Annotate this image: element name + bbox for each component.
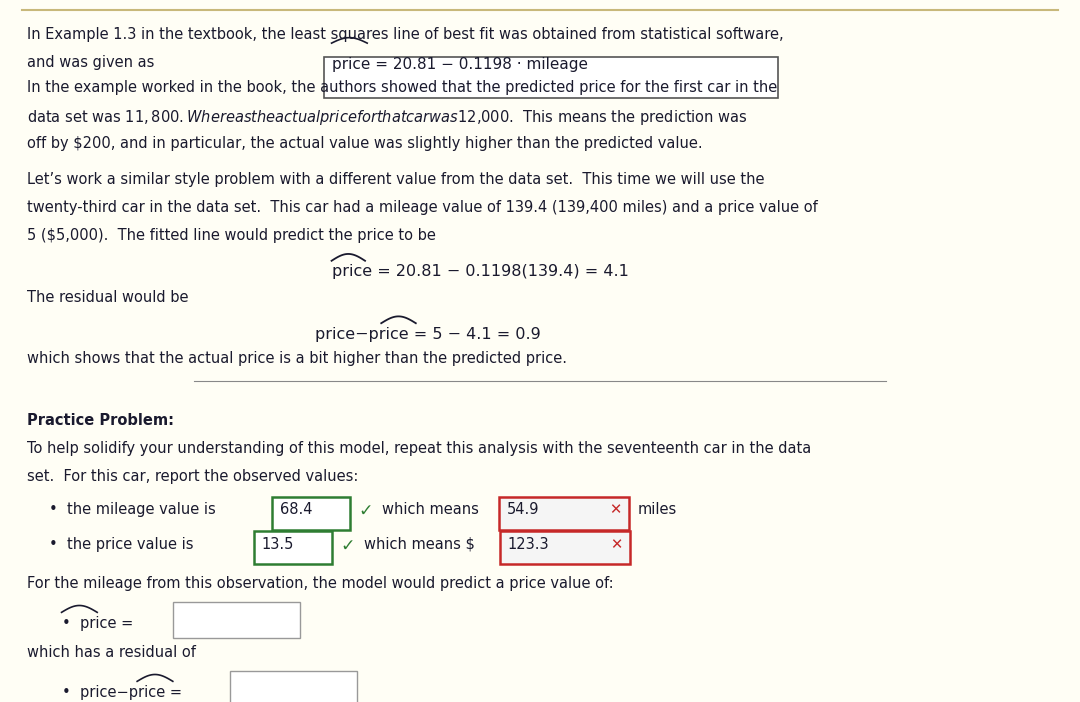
Text: 5 ($5,000).  The fitted line would predict the price to be: 5 ($5,000). The fitted line would predic… bbox=[27, 227, 436, 243]
Text: In the example worked in the book, the authors showed that the predicted price f: In the example worked in the book, the a… bbox=[27, 80, 778, 95]
Text: 123.3: 123.3 bbox=[508, 536, 550, 552]
Text: which shows that the actual price is a bit higher than the predicted price.: which shows that the actual price is a b… bbox=[27, 351, 567, 366]
Text: Let’s work a similar style problem with a different value from the data set.  Th: Let’s work a similar style problem with … bbox=[27, 172, 765, 187]
Text: •  price−price =: • price−price = bbox=[62, 684, 181, 700]
FancyBboxPatch shape bbox=[500, 531, 630, 564]
FancyBboxPatch shape bbox=[230, 671, 357, 702]
Text: set.  For this car, report the observed values:: set. For this car, report the observed v… bbox=[27, 469, 359, 484]
Text: Practice Problem:: Practice Problem: bbox=[27, 413, 174, 428]
Text: ✕: ✕ bbox=[609, 502, 621, 517]
Text: price = 20.81 − 0.1198(139.4) = 4.1: price = 20.81 − 0.1198(139.4) = 4.1 bbox=[332, 264, 629, 279]
Text: To help solidify your understanding of this model, repeat this analysis with the: To help solidify your understanding of t… bbox=[27, 442, 811, 456]
Text: price = 20.81 − 0.1198 · mileage: price = 20.81 − 0.1198 · mileage bbox=[332, 57, 588, 72]
FancyBboxPatch shape bbox=[173, 602, 300, 637]
Text: twenty-third car in the data set.  This car had a mileage value of 139.4 (139,40: twenty-third car in the data set. This c… bbox=[27, 200, 818, 215]
FancyBboxPatch shape bbox=[499, 496, 629, 529]
Text: data set was $11,800.  Whereas the actual price for that car was $12,000.  This : data set was $11,800. Whereas the actual… bbox=[27, 108, 747, 127]
Text: For the mileage from this observation, the model would predict a price value of:: For the mileage from this observation, t… bbox=[27, 576, 613, 591]
Text: price−price = 5 − 4.1 = 0.9: price−price = 5 − 4.1 = 0.9 bbox=[315, 326, 541, 342]
Text: •  price =: • price = bbox=[62, 616, 133, 631]
Text: ✓: ✓ bbox=[340, 536, 354, 555]
Text: •  the price value is: • the price value is bbox=[49, 536, 193, 552]
FancyBboxPatch shape bbox=[272, 496, 350, 529]
Text: which means $: which means $ bbox=[364, 536, 475, 552]
Text: which has a residual of: which has a residual of bbox=[27, 645, 195, 660]
Text: off by $200, and in particular, the actual value was slightly higher than the pr: off by $200, and in particular, the actu… bbox=[27, 135, 703, 151]
Text: The residual would be: The residual would be bbox=[27, 290, 189, 305]
Text: In Example 1.3 in the textbook, the least squares line of best fit was obtained : In Example 1.3 in the textbook, the leas… bbox=[27, 27, 784, 42]
Text: 68.4: 68.4 bbox=[280, 502, 312, 517]
Text: •  the mileage value is: • the mileage value is bbox=[49, 502, 215, 517]
FancyBboxPatch shape bbox=[324, 57, 778, 98]
FancyBboxPatch shape bbox=[254, 531, 332, 564]
Text: and was given as: and was given as bbox=[27, 55, 154, 70]
Text: 13.5: 13.5 bbox=[261, 536, 294, 552]
Text: ✕: ✕ bbox=[610, 536, 622, 552]
Text: which means: which means bbox=[382, 502, 480, 517]
Text: miles: miles bbox=[637, 502, 676, 517]
Text: ✓: ✓ bbox=[359, 502, 373, 520]
Text: 54.9: 54.9 bbox=[507, 502, 539, 517]
